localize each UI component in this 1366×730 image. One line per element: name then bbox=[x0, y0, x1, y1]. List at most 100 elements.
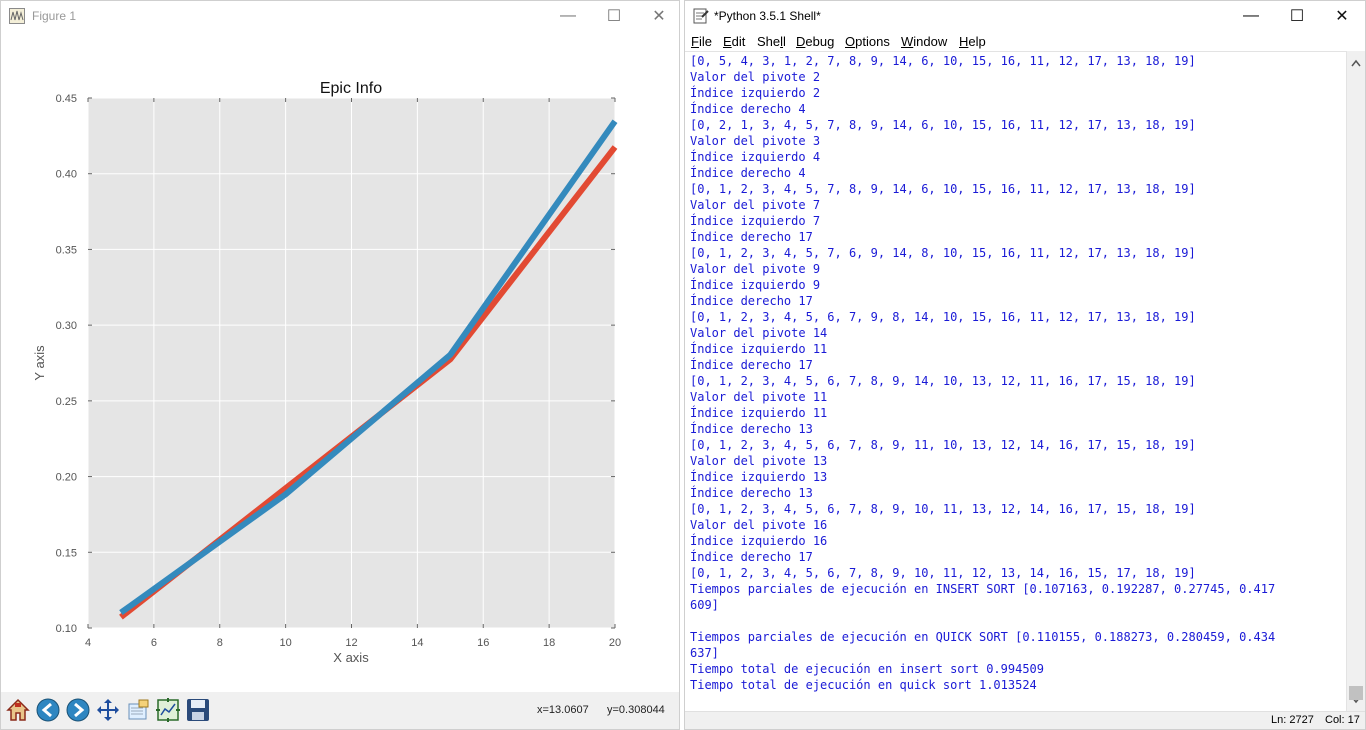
cursor-x-readout: x=13.0607 bbox=[537, 704, 589, 716]
chart-series bbox=[119, 119, 618, 620]
menu-options[interactable]: Options bbox=[845, 34, 890, 49]
close-button[interactable]: ✕ bbox=[636, 1, 682, 31]
shell-output-line: [0, 1, 2, 3, 4, 5, 6, 7, 8, 9, 10, 11, 1… bbox=[690, 566, 1196, 580]
shell-output-line: [0, 1, 2, 3, 4, 5, 6, 7, 8, 9, 10, 11, 1… bbox=[690, 502, 1196, 516]
shell-output-line: Índice izquierdo 13 bbox=[690, 470, 828, 484]
shell-output-line: Valor del pivote 11 bbox=[690, 390, 828, 404]
shell-maximize-button[interactable]: ☐ bbox=[1274, 1, 1320, 31]
shell-output-line: Índice derecho 13 bbox=[690, 486, 813, 500]
y-tick-label: 0.10 bbox=[56, 623, 77, 635]
shell-output-line: Índice derecho 17 bbox=[690, 294, 813, 308]
figure-titlebar: Figure 1 — ☐ ✕ bbox=[1, 1, 679, 31]
menu-file[interactable]: File bbox=[691, 34, 712, 49]
x-tick-label: 12 bbox=[345, 637, 357, 649]
shell-output-line: Índice izquierdo 16 bbox=[690, 534, 828, 548]
x-tick-label: 8 bbox=[217, 637, 223, 649]
matplotlib-app-icon bbox=[9, 8, 25, 24]
x-tick-label: 6 bbox=[151, 637, 157, 649]
shell-titlebar: *Python 3.5.1 Shell* — ☐ ✕ bbox=[685, 1, 1365, 31]
shell-output-line: [0, 1, 2, 3, 4, 5, 7, 8, 9, 14, 6, 10, 1… bbox=[690, 182, 1196, 196]
maximize-button[interactable]: ☐ bbox=[591, 1, 637, 31]
shell-output-line: Índice izquierdo 11 bbox=[690, 406, 828, 420]
shell-output-line: Índice derecho 13 bbox=[690, 422, 813, 436]
scroll-thumb[interactable] bbox=[1349, 686, 1363, 700]
shell-output-line: Índice izquierdo 4 bbox=[690, 150, 821, 164]
maximize-icon: ☐ bbox=[1289, 8, 1305, 25]
cursor-y-readout: y=0.308044 bbox=[607, 704, 665, 716]
y-tick-label: 0.30 bbox=[56, 320, 77, 332]
close-icon: ✕ bbox=[652, 8, 666, 25]
shell-status-bar: Ln: 2727 Col: 17 bbox=[685, 711, 1365, 729]
minimize-button[interactable]: — bbox=[545, 1, 591, 31]
chart-grid bbox=[87, 97, 616, 629]
scroll-up-icon[interactable] bbox=[1351, 54, 1361, 72]
zoom-button[interactable] bbox=[124, 696, 152, 724]
maximize-icon: ☐ bbox=[606, 8, 622, 25]
shell-output-line: Valor del pivote 3 bbox=[690, 134, 821, 148]
menu-help[interactable]: Help bbox=[959, 34, 986, 49]
shell-output-line: Índice derecho 4 bbox=[690, 166, 806, 180]
minimize-icon: — bbox=[1243, 7, 1259, 24]
menu-shell[interactable]: Shell bbox=[757, 34, 786, 49]
pan-arrows-icon bbox=[97, 699, 119, 721]
shell-output-line: Índice derecho 4 bbox=[690, 102, 806, 116]
shell-output-line: 637] bbox=[690, 646, 719, 660]
forward-arrow-icon bbox=[66, 698, 90, 722]
shell-output-line: Índice derecho 17 bbox=[690, 550, 813, 564]
x-tick-label: 14 bbox=[411, 637, 423, 649]
shell-output-line: Valor del pivote 9 bbox=[690, 262, 821, 276]
x-tick-label: 10 bbox=[280, 637, 292, 649]
shell-output-line: Valor del pivote 14 bbox=[690, 326, 828, 340]
shell-output-line: Valor del pivote 2 bbox=[690, 70, 821, 84]
menu-bar: File Edit Shell Debug Options Window Hel… bbox=[685, 31, 1365, 51]
y-tick-label: 0.25 bbox=[56, 396, 77, 408]
shell-output-line: [0, 5, 4, 3, 1, 2, 7, 8, 9, 14, 6, 10, 1… bbox=[690, 54, 1196, 68]
back-arrow-icon bbox=[36, 698, 60, 722]
shell-output-text[interactable]: [0, 5, 4, 3, 1, 2, 7, 8, 9, 14, 6, 10, 1… bbox=[685, 51, 1346, 712]
column-number-status: Col: 17 bbox=[1325, 714, 1360, 726]
menu-edit[interactable]: Edit bbox=[723, 34, 746, 49]
series-line-2 bbox=[119, 119, 618, 616]
y-tick-label: 0.20 bbox=[56, 472, 77, 484]
figure-window-title: Figure 1 bbox=[32, 9, 77, 23]
home-button[interactable] bbox=[4, 696, 32, 724]
back-button[interactable] bbox=[34, 696, 62, 724]
save-button[interactable] bbox=[184, 696, 212, 724]
menu-debug[interactable]: Debug bbox=[796, 34, 835, 49]
shell-output-line: Valor del pivote 7 bbox=[690, 198, 821, 212]
shell-output-line: [0, 1, 2, 3, 4, 5, 6, 7, 8, 9, 14, 10, 1… bbox=[690, 374, 1196, 388]
shell-output-line: Índice derecho 17 bbox=[690, 358, 813, 372]
shell-output-line: [0, 1, 2, 3, 4, 5, 6, 7, 8, 9, 11, 10, 1… bbox=[690, 438, 1196, 452]
x-axis-label: X axis bbox=[333, 650, 369, 665]
menu-window[interactable]: Window bbox=[901, 34, 948, 49]
x-tick-label: 20 bbox=[609, 637, 621, 649]
line-number-status: Ln: 2727 bbox=[1271, 714, 1314, 726]
chart-title: Epic Info bbox=[320, 80, 382, 97]
subplots-icon bbox=[156, 698, 180, 722]
forward-button[interactable] bbox=[64, 696, 92, 724]
zoom-rect-icon bbox=[128, 699, 149, 720]
close-icon: ✕ bbox=[1335, 8, 1349, 25]
subplots-button[interactable] bbox=[154, 696, 182, 724]
x-tick-label: 18 bbox=[543, 637, 555, 649]
shell-output-line: [0, 1, 2, 3, 4, 5, 7, 6, 9, 14, 8, 10, 1… bbox=[690, 246, 1196, 260]
vertical-scrollbar[interactable] bbox=[1346, 51, 1365, 712]
shell-output-line: Tiempos parciales de ejecución en QUICK … bbox=[690, 630, 1276, 644]
figure-toolbar: x=13.0607 y=0.308044 bbox=[1, 692, 679, 729]
line-chart[interactable]: 4 6 8 10 12 14 16 18 20 0.10 0.15 0.20 0.25 0.30 0.35 0… bbox=[1, 31, 679, 691]
shell-output-line: Índice izquierdo 7 bbox=[690, 214, 821, 228]
y-tick-label: 0.40 bbox=[56, 169, 77, 181]
pan-button[interactable] bbox=[94, 696, 122, 724]
shell-minimize-button[interactable]: — bbox=[1228, 1, 1274, 31]
y-axis-label: Y axis bbox=[32, 345, 47, 381]
shell-output-line: Valor del pivote 16 bbox=[690, 518, 828, 532]
figure-window: Figure 1 — ☐ ✕ 4 6 8 10 12 14 16 18 20 0.10 0.15 0.… bbox=[0, 0, 680, 730]
shell-close-button[interactable]: ✕ bbox=[1319, 1, 1365, 31]
shell-output-line: Tiempo total de ejecución en quick sort … bbox=[690, 678, 1037, 692]
python-idle-icon bbox=[693, 8, 709, 24]
shell-window: *Python 3.5.1 Shell* — ☐ ✕ File Edit She… bbox=[684, 0, 1366, 730]
x-tick-label: 16 bbox=[477, 637, 489, 649]
shell-output-line: Índice izquierdo 2 bbox=[690, 86, 821, 100]
shell-output-line: [0, 2, 1, 3, 4, 5, 7, 8, 9, 14, 6, 10, 1… bbox=[690, 118, 1196, 132]
y-tick-label: 0.35 bbox=[56, 244, 77, 256]
